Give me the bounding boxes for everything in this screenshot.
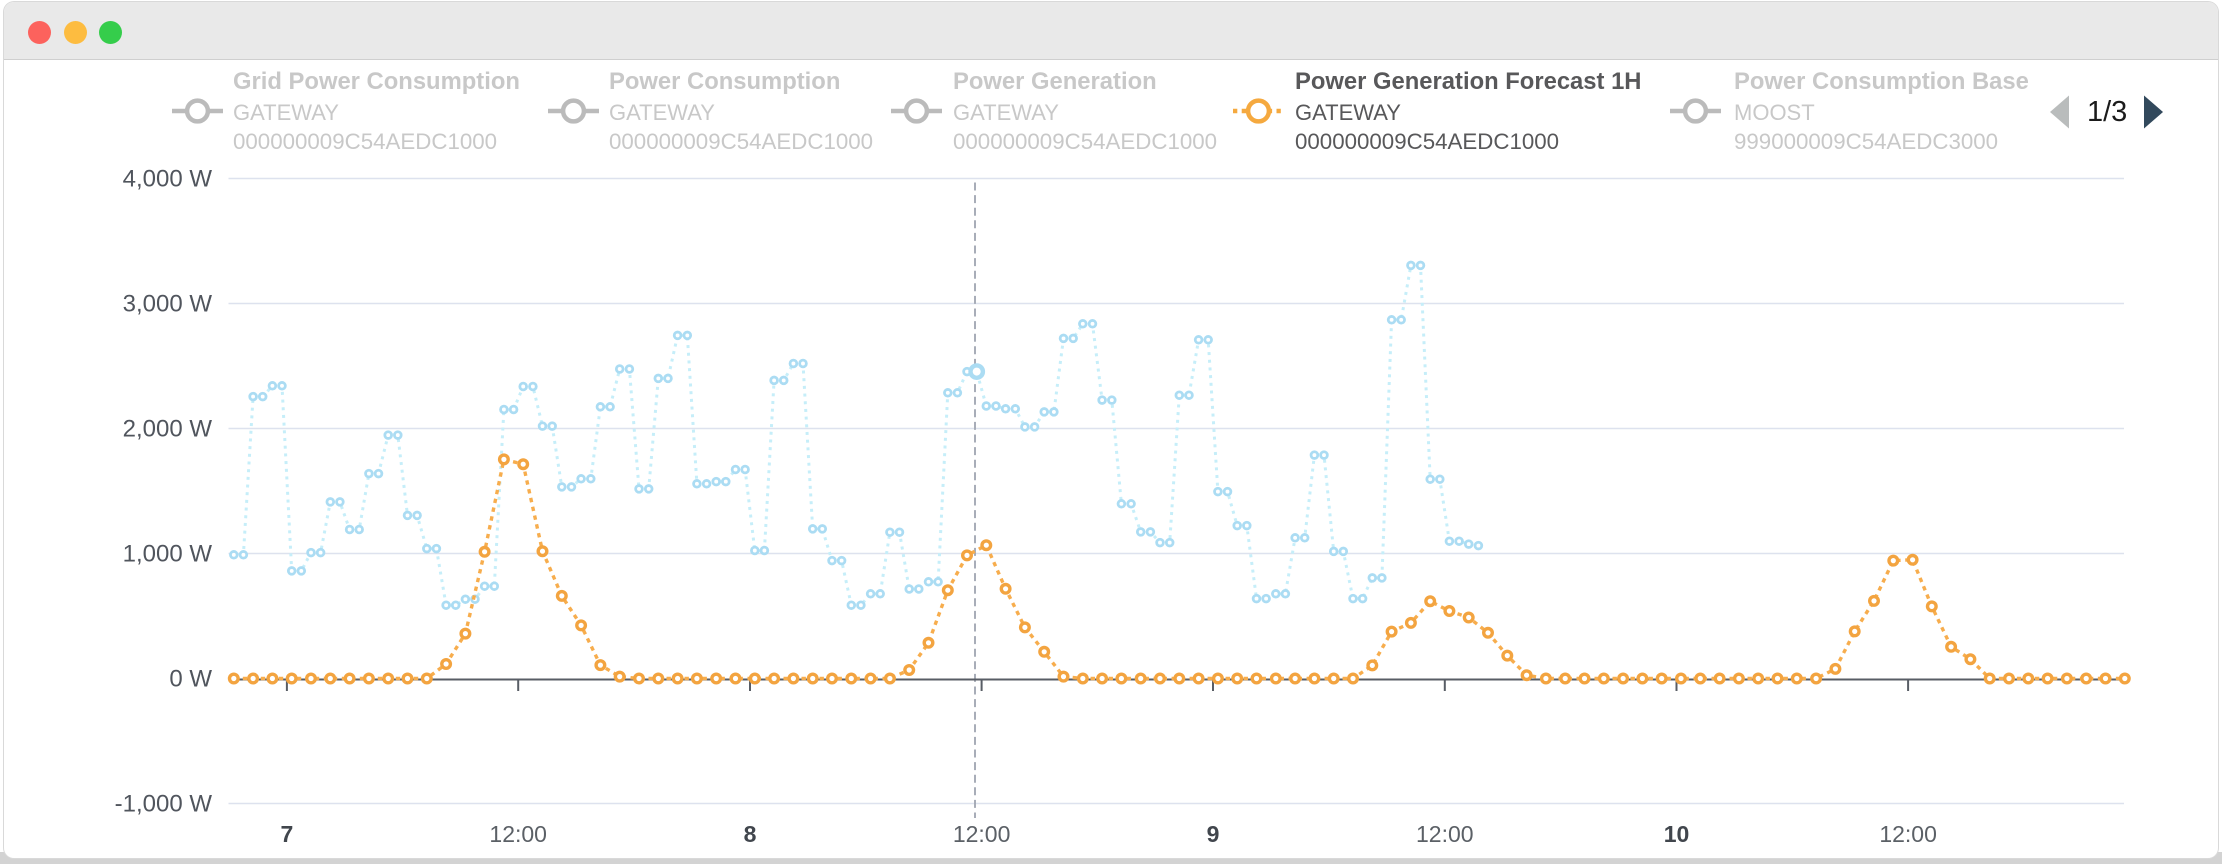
svg-text:12:00: 12:00 — [489, 821, 547, 847]
svg-text:3,000 W: 3,000 W — [123, 291, 213, 318]
svg-text:10: 10 — [1664, 821, 1690, 847]
svg-text:2,000 W: 2,000 W — [123, 416, 213, 443]
svg-text:1,000 W: 1,000 W — [123, 541, 213, 568]
svg-text:12:00: 12:00 — [1416, 821, 1474, 847]
svg-text:-1,000 W: -1,000 W — [115, 791, 213, 818]
svg-text:4,000 W: 4,000 W — [123, 166, 213, 193]
svg-text:12:00: 12:00 — [953, 821, 1011, 847]
svg-text:7: 7 — [281, 821, 294, 847]
svg-text:8: 8 — [744, 821, 757, 847]
svg-text:12:00: 12:00 — [1879, 821, 1937, 847]
svg-text:9: 9 — [1207, 821, 1220, 847]
svg-text:0 W: 0 W — [169, 666, 212, 693]
